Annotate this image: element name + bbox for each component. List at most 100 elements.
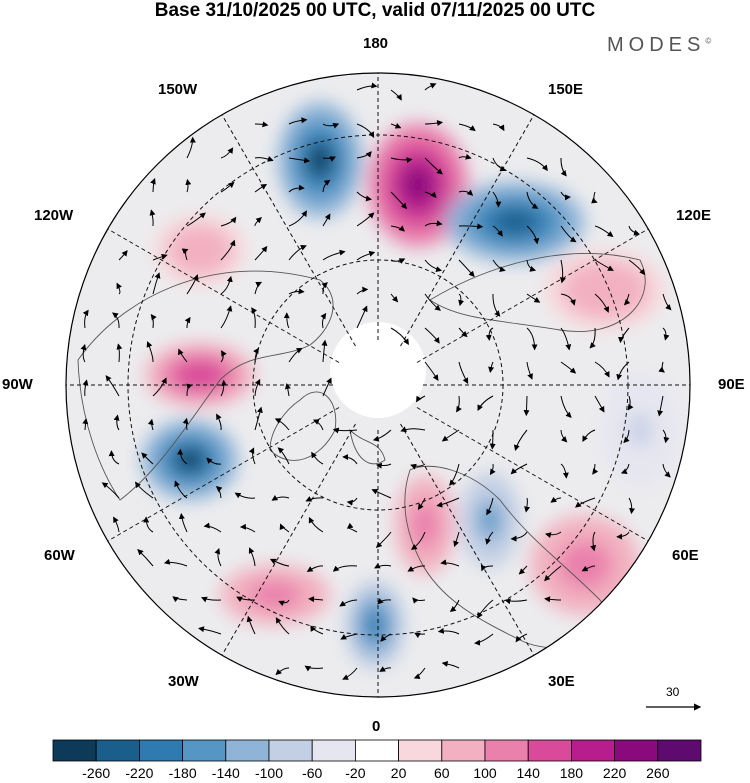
wind-vector	[288, 348, 303, 363]
wind-vector	[486, 497, 494, 516]
wind-vector	[440, 559, 460, 567]
wind-vector	[251, 307, 258, 329]
wind-vector	[424, 259, 443, 273]
wind-vector	[185, 178, 192, 193]
wind-vector	[627, 395, 634, 411]
wind-vector	[458, 223, 484, 230]
wind-vector	[306, 565, 324, 572]
wind-vector	[413, 667, 426, 679]
wind-vector	[288, 210, 307, 227]
wind-vector	[143, 516, 154, 533]
wind-vector	[82, 309, 89, 329]
wind-vector	[112, 312, 120, 329]
wind-vector	[246, 615, 256, 635]
lon-label-150e: 150E	[548, 81, 584, 98]
wind-vector	[186, 383, 193, 397]
colorbar-tick-label: 100	[473, 765, 497, 781]
colorbar-tick-label: 60	[434, 765, 450, 781]
wind-vector	[311, 451, 324, 465]
wind-vector	[390, 123, 402, 129]
wind-vector	[390, 191, 408, 210]
wind-vector	[441, 660, 460, 669]
anomaly-center-positive	[416, 511, 434, 539]
wind-vector	[288, 157, 311, 164]
wind-vector	[182, 417, 189, 431]
wind-vector	[321, 339, 328, 363]
wind-vector	[150, 314, 157, 329]
wind-vector	[544, 565, 562, 582]
wind-vector	[201, 596, 222, 603]
wind-vector	[342, 454, 358, 465]
wind-vector	[424, 120, 444, 126]
wind-vector	[234, 492, 256, 499]
wind-vector	[657, 395, 664, 417]
wind-vector	[524, 497, 530, 513]
wind-vector	[544, 596, 562, 603]
wind-vector	[339, 599, 358, 607]
anomaly-center-positive	[404, 167, 432, 203]
wind-vector	[320, 312, 327, 329]
wind-vector	[560, 327, 572, 351]
wind-vector	[269, 558, 290, 567]
wind-vector	[254, 217, 262, 227]
wind-vector	[147, 418, 154, 431]
colorbar-box	[657, 739, 702, 762]
wind-vector	[181, 248, 189, 261]
lon-label-120e: 120E	[676, 207, 712, 224]
wind-vector	[254, 378, 261, 397]
wind-vector	[172, 596, 188, 603]
wind-vector	[488, 361, 495, 373]
wind-vector	[623, 293, 631, 306]
wind-vector	[308, 596, 324, 603]
anomaly-center-negative	[366, 612, 384, 638]
wind-vector	[510, 531, 528, 542]
wind-vector	[477, 395, 494, 412]
wind-vector	[379, 666, 392, 672]
wind-vector	[526, 361, 533, 380]
wind-vector	[518, 565, 528, 575]
wind-vector	[322, 249, 346, 261]
wind-vector	[177, 348, 188, 363]
wind-vector	[254, 281, 263, 295]
wind-vector	[617, 327, 630, 344]
wind-vector	[560, 361, 577, 374]
wind-vector	[105, 375, 120, 397]
colorbar-tick-label: 20	[390, 765, 407, 781]
colorbar-box	[527, 739, 572, 762]
wind-vector	[346, 522, 358, 533]
wind-vector	[575, 497, 596, 508]
wind-vector	[560, 293, 576, 306]
wind-vector	[410, 531, 426, 550]
wind-vector	[662, 463, 671, 478]
wind-vector	[113, 414, 120, 431]
wind-vector	[356, 191, 373, 202]
colorbar-box	[268, 739, 313, 762]
wind-vector	[137, 549, 154, 567]
meridian-line	[400, 114, 535, 347]
anomaly-field	[142, 102, 680, 670]
colorbar-box	[182, 739, 227, 762]
wind-vector	[662, 327, 670, 341]
anomaly-center-negative	[481, 506, 499, 534]
colorbar-box	[354, 739, 399, 762]
wind-vector	[492, 191, 502, 208]
wind-vector	[332, 565, 358, 572]
wind-vector	[186, 274, 199, 295]
lon-label-0: 0	[372, 718, 381, 735]
wind-vector	[288, 244, 307, 261]
wind-vector	[152, 377, 167, 397]
wind-vector	[591, 191, 598, 204]
wind-vector	[492, 157, 507, 172]
wind-vector	[449, 599, 460, 613]
wind-vector	[308, 516, 324, 533]
wind-vector	[581, 565, 596, 572]
lon-label-60e: 60E	[672, 547, 699, 564]
wind-vector	[220, 379, 228, 397]
map-title: Base 31/10/2025 00 UTC, valid 07/11/2025…	[154, 0, 596, 21]
wind-vector	[416, 395, 426, 403]
wind-vector	[620, 463, 630, 474]
map-disc	[66, 73, 690, 697]
wind-vector	[400, 426, 426, 432]
wind-vector	[322, 123, 340, 129]
wind-vector	[492, 293, 501, 317]
